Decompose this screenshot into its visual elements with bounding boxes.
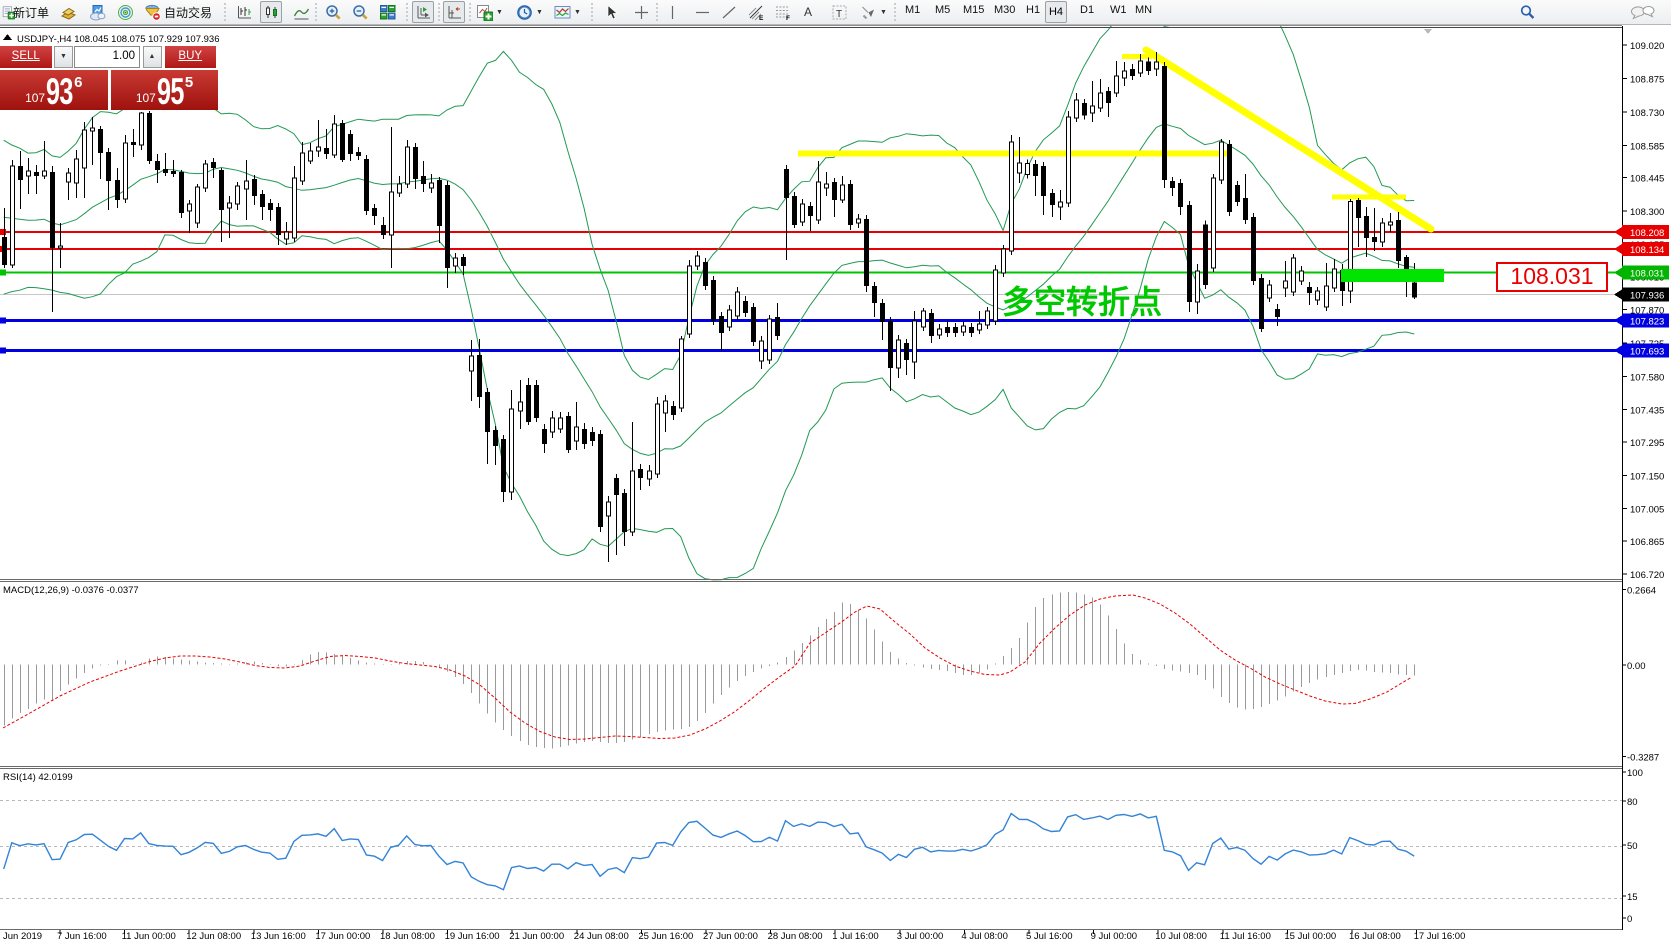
svg-text:4 Jul 08:00: 4 Jul 08:00: [961, 931, 1007, 942]
svg-text:108.585: 108.585: [1630, 141, 1664, 152]
svg-text:107.150: 107.150: [1630, 471, 1664, 482]
svg-text:9 Jul 00:00: 9 Jul 00:00: [1091, 931, 1137, 942]
svg-text:F: F: [786, 15, 790, 21]
svg-text:107.435: 107.435: [1630, 406, 1664, 417]
svg-text:13 Jun 16:00: 13 Jun 16:00: [251, 931, 306, 942]
svg-text:24 Jun 08:00: 24 Jun 08:00: [574, 931, 629, 942]
svg-text:25 Jun 16:00: 25 Jun 16:00: [638, 931, 693, 942]
svg-text:1 Jul 16:00: 1 Jul 16:00: [832, 931, 878, 942]
svg-text:0.2664: 0.2664: [1627, 585, 1656, 596]
svg-text:50: 50: [1627, 841, 1638, 852]
svg-text:107.580: 107.580: [1630, 372, 1664, 383]
svg-text:15: 15: [1627, 892, 1638, 903]
svg-text:27 Jun 00:00: 27 Jun 00:00: [703, 931, 758, 942]
svg-text:28 Jun 08:00: 28 Jun 08:00: [768, 931, 823, 942]
svg-text:108.134: 108.134: [1630, 245, 1664, 256]
svg-text:21 Jun 00:00: 21 Jun 00:00: [509, 931, 564, 942]
svg-text:109.020: 109.020: [1630, 41, 1664, 52]
svg-text:11 Jun 00:00: 11 Jun 00:00: [122, 931, 176, 942]
svg-text:5 Jul 16:00: 5 Jul 16:00: [1026, 931, 1072, 942]
svg-text:T: T: [836, 9, 842, 20]
svg-text:多空转折点: 多空转折点: [1002, 284, 1162, 320]
svg-text:17 Jul 16:00: 17 Jul 16:00: [1414, 931, 1466, 942]
svg-text:15 Jul 00:00: 15 Jul 00:00: [1284, 931, 1336, 942]
svg-text:RSI(14) 42.0199: RSI(14) 42.0199: [3, 772, 73, 783]
svg-text:107.870: 107.870: [1630, 306, 1664, 317]
svg-text:10 Jul 08:00: 10 Jul 08:00: [1155, 931, 1207, 942]
svg-text:Jun 2019: Jun 2019: [3, 931, 42, 942]
svg-text:106.720: 106.720: [1630, 570, 1664, 581]
svg-text:108.031: 108.031: [1630, 269, 1664, 280]
svg-text:107.295: 107.295: [1630, 438, 1664, 449]
svg-text:108.730: 108.730: [1630, 108, 1664, 119]
svg-text:0: 0: [1627, 914, 1632, 925]
svg-text:107.823: 107.823: [1630, 316, 1664, 327]
svg-text:108.300: 108.300: [1630, 207, 1664, 218]
svg-text:11 Jul 16:00: 11 Jul 16:00: [1220, 931, 1271, 942]
svg-text:MACD(12,26,9) -0.0376 -0.0377: MACD(12,26,9) -0.0376 -0.0377: [3, 585, 139, 596]
svg-text:19 Jun 16:00: 19 Jun 16:00: [445, 931, 500, 942]
svg-text:106.865: 106.865: [1630, 537, 1664, 548]
svg-text:108.875: 108.875: [1630, 75, 1664, 86]
svg-text:16 Jul 08:00: 16 Jul 08:00: [1349, 931, 1401, 942]
svg-text:100: 100: [1627, 768, 1643, 779]
svg-text:0.00: 0.00: [1627, 661, 1646, 672]
svg-text:107.005: 107.005: [1630, 505, 1664, 516]
svg-text:3 Jul 00:00: 3 Jul 00:00: [897, 931, 943, 942]
svg-text:E: E: [759, 15, 764, 21]
svg-text:108.445: 108.445: [1630, 174, 1664, 185]
svg-text:80: 80: [1627, 797, 1638, 808]
svg-text:108.208: 108.208: [1630, 228, 1664, 239]
svg-text:108.031: 108.031: [1510, 263, 1593, 289]
svg-text:-0.3287: -0.3287: [1627, 753, 1659, 764]
svg-text:7 Jun 16:00: 7 Jun 16:00: [57, 931, 107, 942]
svg-text:17 Jun 00:00: 17 Jun 00:00: [315, 931, 370, 942]
svg-text:18 Jun 08:00: 18 Jun 08:00: [380, 931, 435, 942]
svg-text:107.936: 107.936: [1630, 291, 1664, 302]
svg-text:USDJPY-,H4 108.045 108.075 10: USDJPY-,H4 108.045 108.075 107.929 107.9…: [17, 34, 219, 45]
svg-text:12 Jun 08:00: 12 Jun 08:00: [186, 931, 241, 942]
svg-text:107.693: 107.693: [1630, 346, 1664, 357]
